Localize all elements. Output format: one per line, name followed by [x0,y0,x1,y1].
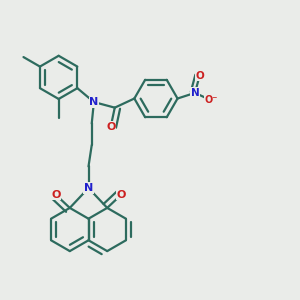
Text: O⁻: O⁻ [204,95,218,105]
Text: N: N [84,183,93,193]
Text: N: N [190,88,200,98]
Text: O: O [51,190,61,200]
Text: O: O [116,190,126,200]
Text: N: N [89,97,98,107]
Text: O: O [106,122,116,132]
Text: O: O [195,71,204,81]
